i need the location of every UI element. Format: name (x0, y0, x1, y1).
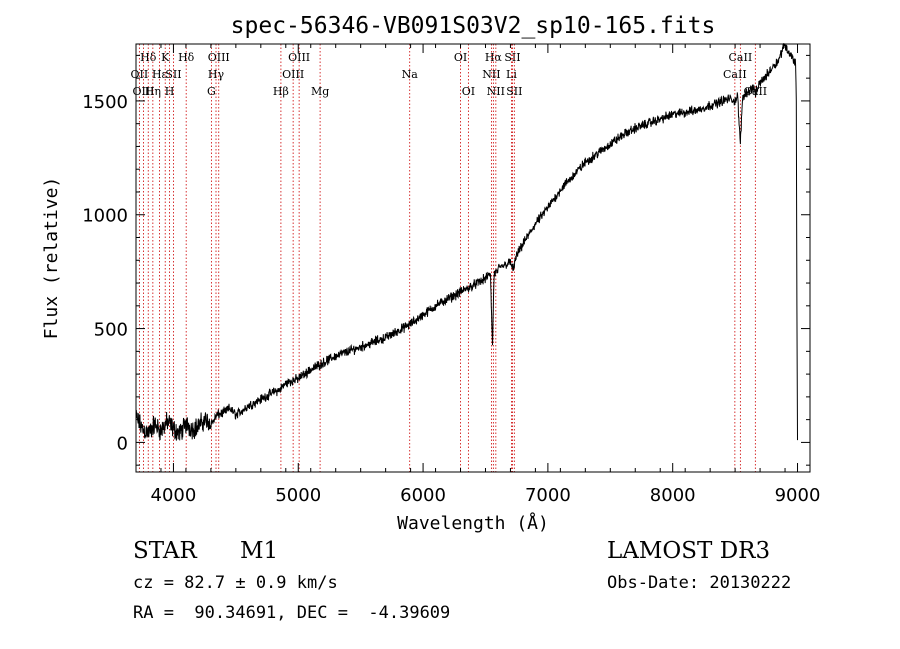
line-label: Hδ (178, 51, 195, 64)
line-label: Hδ (140, 51, 157, 64)
line-label: Hη (145, 85, 161, 98)
line-label: G (207, 85, 216, 98)
line-label: CaII (723, 68, 747, 81)
y-tick-label: 500 (94, 320, 128, 341)
line-label: SII (165, 68, 181, 81)
line-label: OIII (288, 51, 310, 64)
x-tick-label: 7000 (525, 485, 571, 506)
observation-date: Obs-Date: 20130222 (607, 573, 792, 593)
line-label: Hγ (208, 68, 225, 81)
line-label: OI (454, 51, 467, 64)
spectrum-line (135, 43, 798, 441)
y-tick-label: 1000 (82, 206, 128, 227)
x-tick-label: 4000 (151, 485, 197, 506)
line-label: H (165, 85, 175, 98)
x-tick-label: 8000 (650, 485, 696, 506)
line-label: K (161, 51, 170, 64)
line-label: Hβ (273, 85, 289, 98)
line-label: Hα (485, 51, 503, 64)
survey-label: LAMOST DR3 (607, 538, 771, 564)
chart-title: spec-56346-VB091S03V2_sp10-165.fits (231, 13, 716, 39)
line-label: NII (482, 68, 500, 81)
plot-frame (135, 43, 811, 473)
line-label: SII (504, 51, 520, 64)
line-label: OIII (208, 51, 230, 64)
redshift-velocity: cz = 82.7 ± 0.9 km/s (133, 573, 338, 593)
x-tick-label: 9000 (775, 485, 821, 506)
y-axis-label: Flux (relative) (41, 177, 62, 340)
y-tick-label: 0 (117, 433, 128, 454)
line-label: Mg (311, 85, 329, 98)
line-label: OII (131, 68, 149, 81)
y-tick-label: 1500 (82, 92, 128, 113)
line-label: OIII (132, 85, 154, 98)
line-label: CaII (729, 51, 753, 64)
line-label: OIII (282, 68, 304, 81)
sky-coordinates: RA = 90.34691, DEC = -4.39609 (133, 603, 451, 623)
line-label: Hε (152, 68, 168, 81)
line-label: NII (487, 85, 505, 98)
line-label: OI (462, 85, 475, 98)
object-subclass: M1 (240, 538, 279, 564)
x-tick-label: 6000 (400, 485, 446, 506)
line-label: SII (506, 85, 522, 98)
x-tick-label: 5000 (275, 485, 321, 506)
x-axis-label: Wavelength (Å) (397, 512, 549, 534)
line-label: Na (402, 68, 419, 81)
object-class: STAR (133, 538, 197, 564)
line-label: Li (506, 68, 517, 81)
